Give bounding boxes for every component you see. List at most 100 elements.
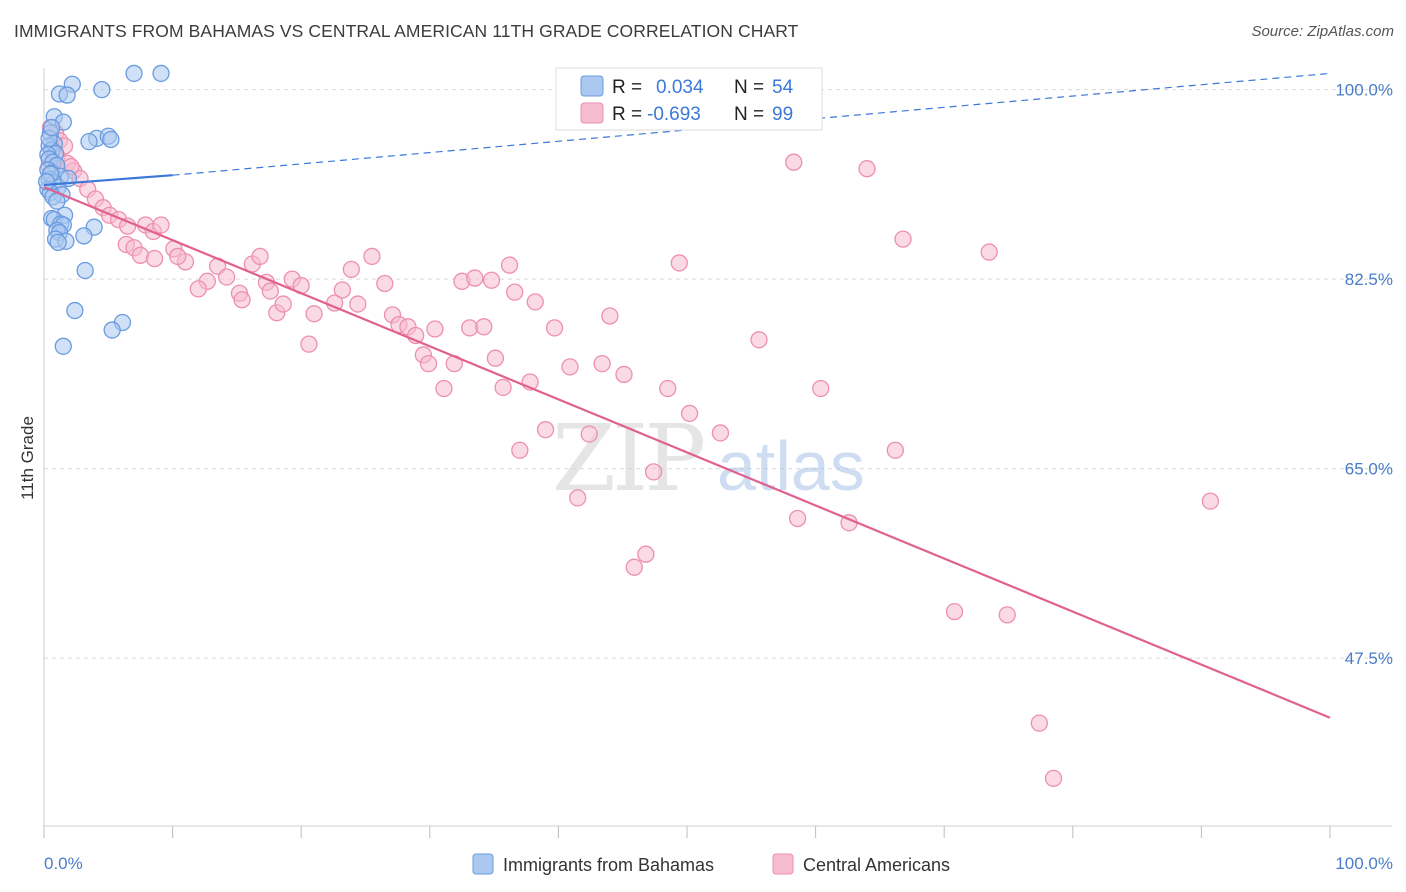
- legend-r-label-1: R =: [612, 104, 642, 125]
- central-american-point: [251, 247, 269, 266]
- central-american-point: [169, 247, 187, 266]
- central-american-point: [615, 365, 633, 384]
- legend-r-value-1: -0.693: [647, 104, 701, 125]
- central-american-point: [261, 282, 279, 300]
- central-american-point: [1030, 714, 1049, 732]
- bahamas-point: [125, 64, 143, 83]
- central-american-point: [1201, 492, 1220, 510]
- stats-legend: R = 0.034 N = 54 R = -0.693 N = 99: [555, 67, 823, 131]
- central-american-point: [342, 260, 361, 279]
- series-legend-swatch-pink: [772, 853, 794, 875]
- central-american-point: [500, 256, 519, 274]
- y-tick-label: 100.0%: [1335, 81, 1393, 100]
- bahamas-point: [58, 86, 76, 104]
- central-american-point: [494, 378, 512, 397]
- central-american-point: [435, 379, 453, 398]
- central-american-point: [426, 320, 444, 338]
- bahamas-point: [80, 132, 98, 151]
- central-american-point: [349, 295, 367, 313]
- central-american-point: [526, 293, 544, 311]
- gridlines: [44, 89, 1392, 659]
- x-tick-label: 100.0%: [1335, 854, 1393, 873]
- legend-n-label-1: N =: [734, 104, 764, 125]
- watermark-atlas: atlas: [717, 427, 865, 505]
- bahamas-point: [152, 64, 170, 83]
- legend-swatch-blue: [580, 75, 604, 97]
- central-american-point: [680, 404, 699, 423]
- y-tick-label: 82.5%: [1345, 270, 1393, 289]
- bahamas-point: [102, 130, 120, 149]
- bahamas-point: [75, 227, 93, 245]
- central-american-point: [363, 247, 381, 266]
- central-american-point: [601, 307, 619, 325]
- central-american-point: [506, 283, 524, 301]
- central-american-point: [637, 545, 655, 563]
- central-american-point: [300, 335, 318, 353]
- central-american-point: [145, 249, 164, 268]
- legend-n-value-0: 54: [772, 77, 794, 98]
- central-american-point: [670, 254, 688, 272]
- central-american-point: [998, 606, 1016, 624]
- central-american-point: [536, 421, 555, 439]
- central-american-point: [131, 246, 150, 264]
- y-tick-label: 47.5%: [1345, 649, 1393, 668]
- central-american-point: [486, 349, 505, 367]
- central-american-point: [189, 280, 207, 298]
- central-american-point: [659, 379, 677, 398]
- y-tick-label: 65.0%: [1345, 460, 1393, 479]
- legend-n-label-0: N =: [734, 77, 764, 98]
- central-american-point: [858, 160, 876, 178]
- central-american-point: [152, 216, 170, 234]
- x-tick-label: 0.0%: [44, 854, 83, 873]
- y-tick-labels: 47.5% 65.0% 82.5% 100.0%: [1335, 81, 1393, 669]
- series-legend-swatch-blue: [472, 853, 494, 875]
- central-american-point: [593, 354, 611, 373]
- bahamas-point: [43, 118, 61, 137]
- series-legend: Immigrants from Bahamas Central American…: [472, 853, 950, 875]
- central-americans-points: [40, 118, 1220, 788]
- x-ticks: 0.0% 100.0%: [43, 826, 1393, 873]
- bahamas-point: [54, 337, 72, 355]
- central-american-point: [569, 489, 587, 507]
- central-american-point: [625, 558, 643, 576]
- central-american-point: [419, 354, 438, 373]
- central-american-point: [945, 602, 964, 621]
- central-american-point: [1044, 769, 1063, 788]
- bahamas-point: [49, 233, 67, 251]
- bahamas-point: [93, 81, 111, 99]
- central-american-point: [785, 153, 803, 171]
- central-american-point: [217, 268, 236, 286]
- central-american-point: [475, 318, 493, 336]
- central-american-point: [305, 305, 323, 323]
- legend-r-value-0: 0.034: [656, 77, 704, 98]
- central-american-point: [788, 509, 807, 528]
- central-american-point: [333, 281, 352, 299]
- central-american-point: [711, 424, 730, 442]
- bahamas-point: [76, 261, 94, 280]
- central-american-point: [511, 441, 529, 459]
- bahamas-point: [66, 301, 84, 320]
- legend-n-value-1: 99: [772, 104, 793, 125]
- trendlines: [43, 72, 1331, 719]
- central-american-point: [274, 295, 292, 313]
- bahamas-trendline: [43, 174, 173, 187]
- central-american-point: [894, 230, 912, 248]
- central-americans-trendline: [43, 186, 1331, 719]
- central-american-point: [812, 379, 830, 398]
- central-american-point: [376, 274, 394, 293]
- central-american-point: [980, 243, 998, 261]
- chart-title: IMMIGRANTS FROM BAHAMAS VS CENTRAL AMERI…: [14, 21, 799, 41]
- central-american-point: [580, 425, 598, 443]
- y-axis-label: 11th Grade: [18, 416, 37, 500]
- watermark: ZIP atlas: [552, 405, 865, 512]
- central-american-point: [233, 291, 251, 309]
- series-legend-label-pink: Central Americans: [803, 855, 950, 875]
- central-american-point: [644, 463, 663, 481]
- central-american-point: [482, 271, 501, 289]
- bahamas-point: [37, 173, 56, 191]
- central-american-point: [561, 358, 579, 376]
- legend-r-label-0: R =: [612, 77, 642, 98]
- legend-swatch-pink: [580, 102, 604, 124]
- series-legend-label-blue: Immigrants from Bahamas: [503, 855, 714, 875]
